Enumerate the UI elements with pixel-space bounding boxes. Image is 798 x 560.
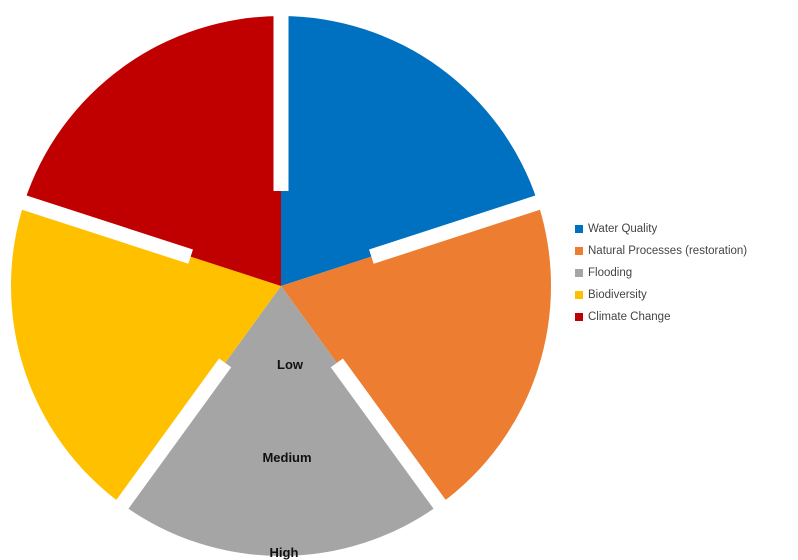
- slice-gap-2: [330, 358, 452, 517]
- ring-label-medium: Medium: [262, 450, 311, 465]
- legend-swatch: [575, 269, 583, 277]
- legend-label: Natural Processes (restoration): [588, 245, 748, 257]
- legend-swatch: [575, 247, 583, 255]
- legend-label: Flooding: [588, 267, 633, 279]
- pie-chart: Low Medium High: [10, 6, 552, 560]
- legend-label: Water Quality: [588, 223, 658, 235]
- legend-item-biodiversity[interactable]: Biodiversity: [575, 284, 747, 306]
- pie-slice-flooding[interactable]: [122, 286, 440, 556]
- legend-swatch: [575, 313, 583, 321]
- slice-gap-1: [369, 192, 550, 264]
- slice-gap-4: [12, 192, 193, 264]
- pie-slice-natural-processes[interactable]: [281, 202, 552, 505]
- legend: Water Quality Natural Processes (restora…: [575, 218, 747, 328]
- legend-label: Climate Change: [588, 311, 671, 323]
- legend-swatch: [575, 291, 583, 299]
- legend-item-natural-processes[interactable]: Natural Processes (restoration): [575, 240, 747, 262]
- legend-item-water-quality[interactable]: Water Quality: [575, 218, 747, 240]
- legend-label: Biodiversity: [588, 289, 647, 301]
- pie-slice-biodiversity[interactable]: [10, 202, 282, 505]
- pie-gaps: [12, 6, 550, 517]
- ring-label-low: Low: [277, 357, 304, 372]
- legend-item-climate-change[interactable]: Climate Change: [575, 306, 747, 328]
- ring-label-high: High: [270, 545, 299, 560]
- slice-gap-3: [110, 358, 232, 517]
- legend-swatch: [575, 225, 583, 233]
- legend-item-flooding[interactable]: Flooding: [575, 262, 747, 284]
